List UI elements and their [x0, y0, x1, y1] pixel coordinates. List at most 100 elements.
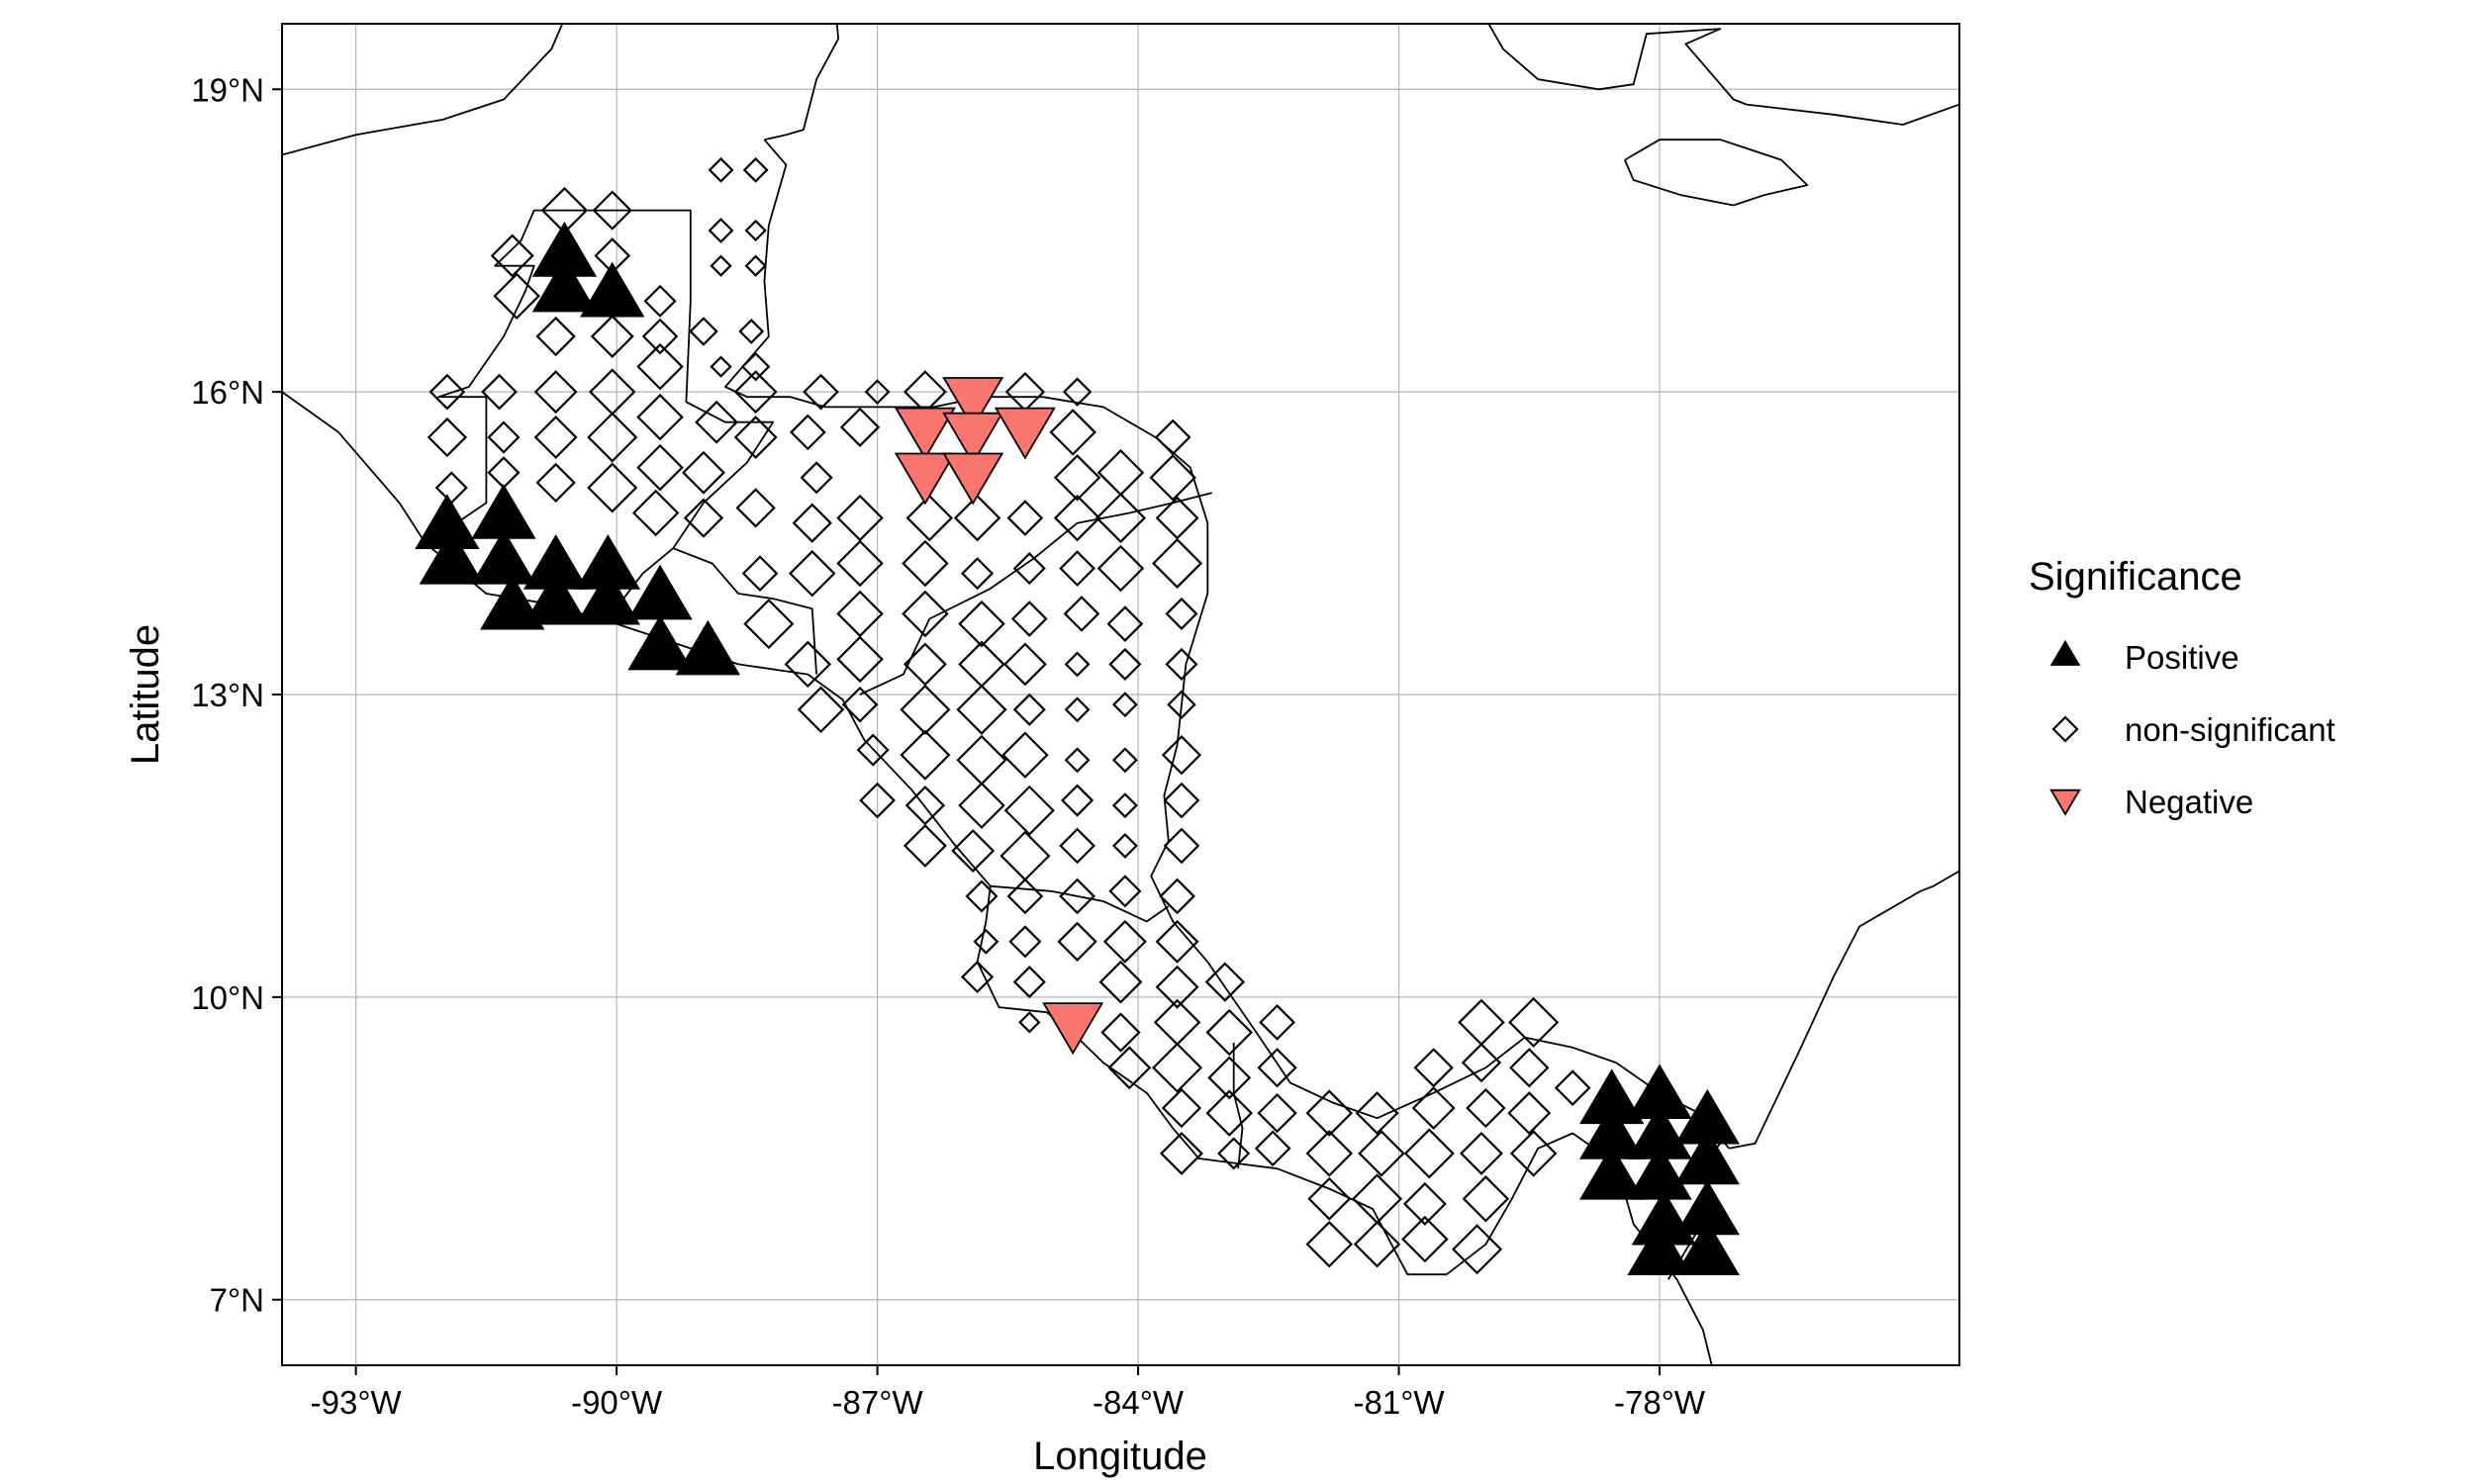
positive-point [1674, 1220, 1740, 1276]
non-significant-point [1460, 1131, 1503, 1175]
non-significant-point [427, 417, 468, 458]
positive-point [627, 614, 693, 671]
non-significant-point [951, 829, 996, 873]
non-significant-point [1010, 601, 1048, 637]
non-significant-point [1111, 747, 1138, 774]
non-significant-point [1205, 1089, 1254, 1137]
non-significant-point [788, 549, 836, 598]
non-significant-point [1152, 1042, 1203, 1093]
coastline [724, 139, 1730, 1150]
non-significant-point [1155, 965, 1199, 1009]
non-significant-point [1355, 1091, 1399, 1136]
non-significant-point [1204, 962, 1246, 1002]
non-significant-point [1411, 1086, 1456, 1130]
data-points [415, 156, 1740, 1276]
non-significant-point [708, 218, 734, 243]
non-significant-point [1403, 1128, 1455, 1179]
non-significant-point [1057, 921, 1097, 962]
positive-point [675, 619, 740, 676]
non-significant-point [904, 785, 946, 826]
negative-point [942, 412, 1004, 465]
non-significant-point [1012, 966, 1046, 999]
non-significant-point [493, 272, 540, 321]
non-significant-point [744, 254, 767, 277]
non-significant-point [738, 319, 765, 344]
non-significant-point [733, 416, 778, 459]
non-significant-point [1207, 1056, 1252, 1100]
negative-point [1042, 1002, 1104, 1056]
y-tick-label: 10°N [191, 979, 264, 1016]
non-significant-point [900, 684, 951, 735]
non-significant-point [1161, 1087, 1202, 1129]
non-significant-point [533, 416, 578, 459]
non-significant-point [708, 156, 734, 183]
non-significant-point [1402, 1181, 1447, 1226]
non-significant-point [864, 379, 891, 406]
non-significant-point [636, 393, 684, 441]
positive-point [575, 569, 640, 625]
x-tick-label: -78°W [1614, 1384, 1706, 1421]
non-significant-point [636, 443, 684, 492]
non-significant-point [958, 782, 1005, 829]
non-significant-point [533, 370, 578, 415]
non-significant-point [1003, 785, 1055, 836]
non-significant-point [856, 733, 890, 767]
legend-keys [2049, 639, 2081, 816]
coastline [1487, 24, 1959, 126]
non-significant-point [1461, 1042, 1502, 1083]
y-axis-ticks: 7°N 10°N 13°N 16°N 19°N [191, 71, 282, 1319]
non-significant-point [1053, 454, 1101, 502]
non-significant-point [1462, 1175, 1510, 1223]
non-significant-point [710, 254, 732, 277]
non-significant-point [836, 635, 884, 684]
legend-title: Significance [2029, 555, 2242, 599]
non-significant-point [1061, 784, 1094, 817]
non-significant-point [839, 407, 881, 447]
non-significant-point [1111, 692, 1138, 718]
non-significant-point [1165, 647, 1198, 681]
non-significant-point [1466, 1087, 1506, 1129]
x-axis-ticks: -93°W -90°W -87°W -84°W -81°W -78°W [311, 1365, 1706, 1421]
non-significant-point [1358, 1130, 1405, 1177]
non-significant-point [733, 370, 778, 415]
x-tick-label: -90°W [571, 1384, 663, 1421]
non-significant-point [631, 489, 680, 537]
non-significant-point [1063, 596, 1100, 632]
non-significant-point [1254, 1130, 1291, 1167]
gridlines [282, 24, 1959, 1365]
non-significant-point [744, 219, 767, 242]
non-significant-point [1062, 377, 1093, 407]
non-significant-point [956, 684, 1007, 735]
non-significant-point [1401, 1215, 1449, 1263]
non-significant-point [1012, 552, 1046, 586]
non-significant-point [1165, 597, 1198, 630]
non-significant-point [742, 156, 769, 183]
non-significant-point [836, 539, 884, 588]
negative-point [994, 407, 1056, 460]
coastline [672, 547, 817, 675]
non-significant-point [1108, 875, 1142, 908]
non-significant-point [641, 318, 679, 355]
non-significant-point [958, 600, 1005, 648]
non-significant-point [1259, 1003, 1295, 1041]
positive-point [419, 528, 484, 585]
y-tick-label: 16°N [191, 374, 264, 411]
non-significant-point [1111, 832, 1138, 859]
non-significant-point [1154, 418, 1191, 456]
non-significant-point [535, 462, 576, 504]
non-significant-point [1059, 550, 1095, 587]
non-significant-point [1102, 919, 1147, 964]
non-significant-point [1002, 642, 1047, 687]
non-significant-point [1155, 919, 1199, 964]
non-significant-point [1507, 1091, 1552, 1136]
non-significant-point [797, 686, 845, 734]
positive-point [1579, 1144, 1645, 1200]
non-significant-point [1106, 605, 1144, 642]
non-significant-point [905, 494, 954, 542]
legend-label-non-significant: non-significant [2125, 711, 2335, 748]
coastline [1624, 139, 1809, 207]
non-significant-point [1059, 827, 1095, 865]
y-tick-label: 7°N [210, 1282, 264, 1319]
non-significant-point [1064, 651, 1091, 678]
